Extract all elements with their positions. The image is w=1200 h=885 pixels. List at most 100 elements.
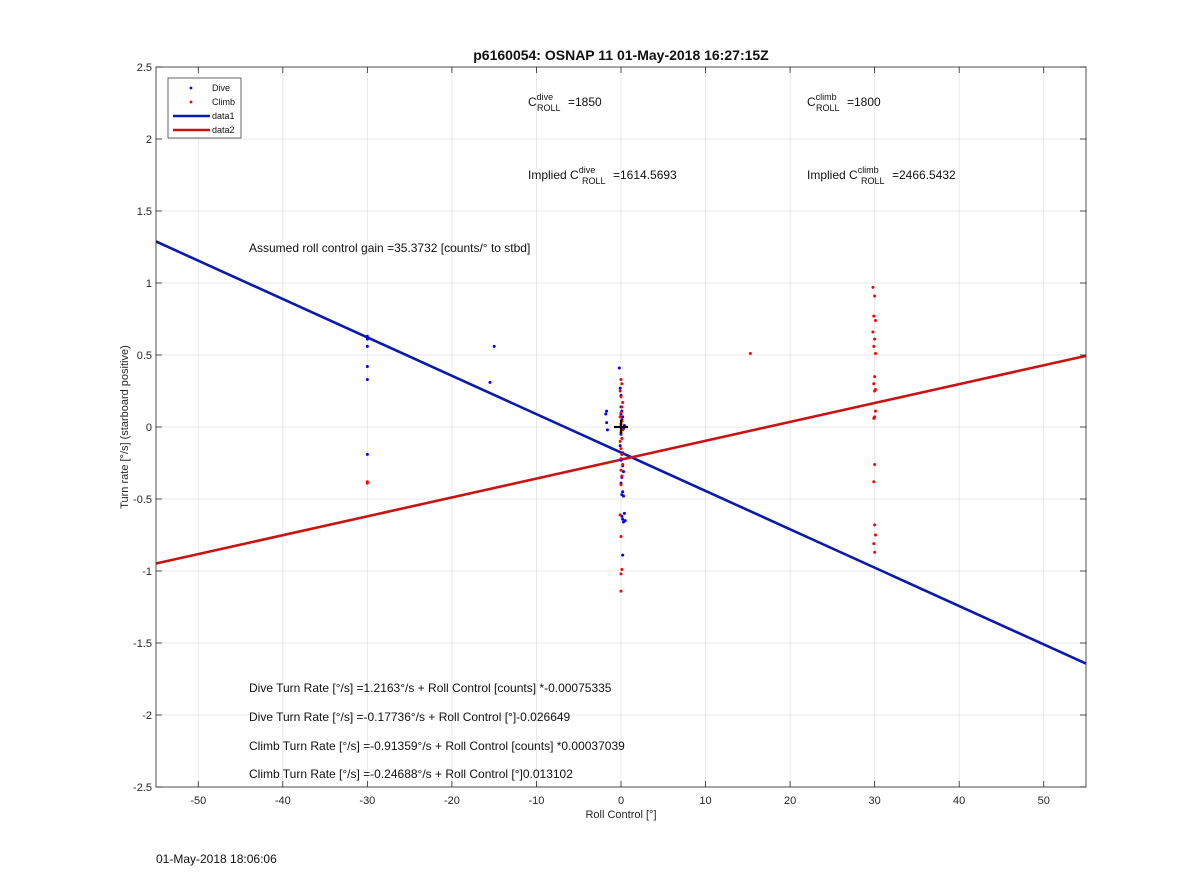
data-point-dive bbox=[621, 490, 625, 494]
y-axis-ticks: -2.5 -2 -1.5 -1 -0.5 0 0.5 1 1.5 2 2.5 bbox=[133, 62, 1086, 794]
data-point-climb bbox=[620, 382, 624, 386]
data-point-climb bbox=[873, 337, 877, 341]
x-tick-label: 30 bbox=[869, 795, 881, 807]
data-point-climb bbox=[873, 523, 877, 527]
legend-climb-label: Climb bbox=[212, 97, 235, 107]
print-timestamp: 01-May-2018 18:06:06 bbox=[156, 852, 277, 866]
data-points bbox=[365, 285, 877, 593]
data-point-climb bbox=[619, 457, 623, 461]
annotation-implied-climb-value: =2466.5432 bbox=[892, 168, 956, 182]
annotation-implied-climb-prefix: Implied C bbox=[807, 168, 858, 182]
annotation-c-roll-dive-sub: ROLL bbox=[537, 103, 561, 113]
x-axis-label: Roll Control [°] bbox=[585, 809, 656, 821]
data-point-climb bbox=[619, 395, 623, 399]
data-point-climb bbox=[873, 294, 877, 298]
data-point-dive bbox=[622, 520, 626, 524]
data-point-climb bbox=[620, 474, 624, 478]
data-point-climb bbox=[873, 550, 877, 554]
y-tick-label: 0 bbox=[146, 422, 152, 434]
annotation-climb-eq-counts: Climb Turn Rate [°/s] =-0.91359°/s + Rol… bbox=[249, 739, 625, 753]
data-point-climb bbox=[872, 542, 876, 546]
annotation-implied-climb-sup: climb bbox=[858, 165, 879, 175]
y-tick-label: 1 bbox=[146, 278, 152, 290]
origin-marker bbox=[614, 420, 628, 434]
annotation-c-roll-climb-sub: ROLL bbox=[816, 103, 840, 113]
data-point-dive bbox=[618, 444, 622, 448]
data-point-dive bbox=[621, 553, 625, 557]
legend-box bbox=[167, 77, 242, 139]
fit-line-data1 bbox=[155, 240, 1087, 665]
data-point-climb bbox=[618, 389, 622, 393]
data-point-climb bbox=[619, 447, 623, 451]
y-tick-label: -0.5 bbox=[133, 494, 152, 506]
data-point-dive bbox=[605, 428, 609, 432]
x-tick-label: 10 bbox=[699, 795, 711, 807]
data-point-climb bbox=[873, 415, 877, 419]
annotation-implied-dive-value: =1614.5693 bbox=[613, 168, 677, 182]
y-tick-label: 1.5 bbox=[137, 206, 152, 218]
y-tick-label: 0.5 bbox=[137, 350, 152, 362]
annotation-implied-climb-sub: ROLL bbox=[861, 176, 885, 186]
data-point-dive bbox=[365, 334, 369, 338]
data-point-climb bbox=[619, 589, 623, 593]
annotation-climb-eq-degrees: Climb Turn Rate [°/s] =-0.24688°/s + Rol… bbox=[249, 767, 573, 781]
y-tick-label: -1.5 bbox=[133, 638, 152, 650]
x-tick-label: -20 bbox=[444, 795, 460, 807]
annotation-implied-dive-sup: dive bbox=[579, 165, 596, 175]
data-point-climb bbox=[619, 468, 623, 472]
data-point-climb bbox=[619, 377, 623, 381]
data-point-climb bbox=[619, 534, 623, 538]
data-point-dive bbox=[622, 511, 626, 515]
data-point-climb bbox=[873, 375, 877, 379]
legend-data2-label: data2 bbox=[212, 125, 235, 135]
data-point-climb bbox=[871, 330, 875, 334]
annotation-c-roll-climb-sup: climb bbox=[816, 92, 837, 102]
data-point-climb bbox=[619, 411, 623, 415]
legend-dive-label: Dive bbox=[212, 83, 230, 93]
annotation-c-roll-climb-value: =1800 bbox=[847, 95, 881, 109]
data-point-dive bbox=[621, 517, 625, 521]
data-point-climb bbox=[872, 480, 876, 484]
annotation-c-roll-dive-value: =1850 bbox=[568, 95, 602, 109]
legend-dive-marker bbox=[189, 86, 193, 90]
annotation-c-roll-dive-sup: dive bbox=[537, 92, 554, 102]
data-point-climb bbox=[619, 483, 623, 487]
y-axis-label: Turn rate [°/s] (starboard positive) bbox=[119, 345, 131, 509]
y-tick-label: 2 bbox=[146, 134, 152, 146]
annotation-dive-eq-degrees: Dive Turn Rate [°/s] =-0.17736°/s + Roll… bbox=[249, 710, 571, 724]
chart-title: p6160054: OSNAP 11 01-May-2018 16:27:15Z bbox=[473, 47, 769, 63]
data-point-climb bbox=[872, 382, 876, 386]
annotation-implied-dive-sub: ROLL bbox=[582, 176, 606, 186]
x-tick-label: 0 bbox=[618, 795, 624, 807]
data-point-climb bbox=[621, 462, 625, 466]
data-point-climb bbox=[871, 285, 875, 289]
data-point-dive bbox=[492, 344, 496, 348]
data-point-climb bbox=[621, 401, 625, 405]
data-point-dive bbox=[604, 412, 608, 416]
x-tick-label: 50 bbox=[1038, 795, 1050, 807]
annotation-c-roll-dive: Cdive ROLL =1850 bbox=[528, 92, 602, 113]
x-axis-ticks: -50 -40 -30 -20 -10 0 10 20 30 40 50 bbox=[190, 67, 1050, 807]
data-point-dive bbox=[621, 415, 625, 419]
x-tick-label: -30 bbox=[359, 795, 375, 807]
data-point-dive bbox=[365, 365, 369, 369]
y-tick-label: -2 bbox=[142, 710, 152, 722]
data-point-dive bbox=[618, 386, 622, 390]
data-point-climb bbox=[620, 568, 624, 572]
legend-climb-marker bbox=[189, 100, 193, 104]
data-point-climb bbox=[873, 533, 877, 537]
data-point-dive bbox=[622, 470, 626, 474]
data-point-climb bbox=[873, 409, 877, 413]
annotation-roll-gain: Assumed roll control gain =35.3732 [coun… bbox=[249, 241, 530, 255]
data-point-dive bbox=[617, 366, 621, 370]
data-point-dive bbox=[365, 344, 369, 348]
data-point-climb bbox=[620, 405, 624, 409]
data-point-dive bbox=[365, 377, 369, 381]
x-tick-label: -10 bbox=[529, 795, 545, 807]
data-point-climb bbox=[618, 439, 622, 443]
x-tick-label: -50 bbox=[190, 795, 206, 807]
x-tick-label: 20 bbox=[784, 795, 796, 807]
x-tick-label: 40 bbox=[953, 795, 965, 807]
y-tick-label: -1 bbox=[142, 566, 152, 578]
